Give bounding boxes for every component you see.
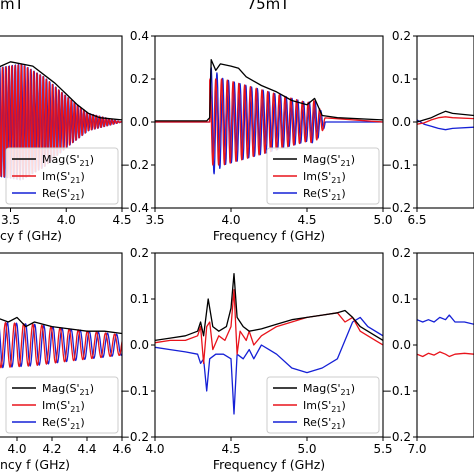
legend-label-re: Re(S'21): [303, 187, 346, 202]
series-group: [0, 316, 122, 369]
series-line-re: [417, 119, 474, 131]
y-tick-label: 0.0: [392, 338, 411, 352]
series-group: [155, 273, 383, 415]
legend-label-mag: Mag(S'21): [42, 382, 94, 397]
series-group: [417, 110, 474, 131]
x-tick-label: 5.0: [297, 442, 316, 456]
legend-label-mag: Mag(S'21): [303, 382, 355, 397]
plot-frame: [0, 252, 123, 438]
series-line-im: [417, 351, 474, 358]
legend-box: [5, 376, 119, 434]
chart-panel-5: 4.0 4.5 5.0 5.5 0.2 0.1 0.0 −0.1 −0.2 Frequency f…: [120, 246, 393, 472]
series-line-re: [417, 314, 474, 325]
y-tick-label: 0.4: [130, 29, 149, 43]
y-tick-label: −0.4: [120, 201, 149, 215]
legend-label-im: Im(S'21): [303, 170, 346, 185]
series-line-re: [155, 316, 383, 415]
series-group: [155, 59, 383, 175]
x-tick-label: 3.5: [1, 213, 20, 227]
x-tick-label: 4.0: [145, 442, 164, 456]
y-tick-label: 0.1: [130, 292, 149, 306]
x-tick-label: 4.5: [297, 213, 316, 227]
y-tick-label: −0.2: [382, 430, 411, 444]
chart-panel-1: 3.5 4.0 4.5 cy f (GHz) Mag(S'21) Im(S'21) Re(S…: [0, 35, 132, 243]
x-tick-label: 5.5: [373, 442, 392, 456]
center-panel-title: 75mT: [247, 0, 291, 13]
y-tick-label: 0.2: [392, 246, 411, 260]
x-tick-label: 4.0: [221, 213, 240, 227]
legend-label-im: Im(S'21): [303, 399, 346, 414]
chart-panel-2: 3.5 4.0 4.5 5.0 0.4 0.2 0.0 −0.2 −0.4 Frequency f…: [120, 29, 393, 243]
x-tick-label: 7.0: [407, 442, 426, 456]
y-tick-label: 0.1: [392, 292, 411, 306]
y-tick-label: 0.0: [130, 338, 149, 352]
legend: Mag(S'21) Im(S'21) Re(S'21): [5, 147, 119, 205]
x-tick-label: 5.0: [373, 213, 392, 227]
series-line-im: [155, 289, 383, 365]
y-tick-label: −0.2: [382, 201, 411, 215]
y-tick-label: −0.1: [382, 158, 411, 172]
x-tick-label: 4.0: [57, 213, 76, 227]
panel-layer: 3.5 4.0 4.5 cy f (GHz) Mag(S'21) Im(S'21) Re(S…: [0, 29, 474, 472]
x-tick-label: 4.6: [112, 442, 131, 456]
series-line-mag: [155, 59, 383, 122]
x-tick-label: 4.5: [112, 213, 131, 227]
chart-panel-6: 7.0 0.2 0.1 0.0 −0.1 −0.2: [382, 246, 474, 456]
series-line-im: [155, 78, 383, 166]
legend-label-re: Re(S'21): [303, 416, 346, 431]
series-line-mag: [0, 316, 122, 335]
y-tick-label: 0.1: [392, 72, 411, 86]
series-line-im: [417, 116, 474, 125]
x-tick-label: 4.0: [7, 442, 26, 456]
legend-box: [266, 147, 380, 205]
chart-panel-4: 4.0 4.2 4.4 4.6 ncy f (GHz) Mag(S'21) Im(S'21)…: [0, 252, 132, 472]
legend: Mag(S'21) Im(S'21) Re(S'21): [266, 376, 380, 434]
y-tick-label: −0.1: [382, 384, 411, 398]
left-panel-title-fragment: mT: [0, 0, 25, 13]
y-tick-label: 0.0: [392, 115, 411, 129]
y-tick-label: −0.2: [120, 158, 149, 172]
series-line-mag: [155, 273, 383, 342]
x-tick-label: 4.2: [42, 442, 61, 456]
legend-label-im: Im(S'21): [42, 399, 85, 414]
x-axis-label: ncy f (GHz): [0, 457, 70, 472]
y-tick-label: 0.2: [130, 246, 149, 260]
legend-label-re: Re(S'21): [42, 416, 85, 431]
legend-label-mag: Mag(S'21): [42, 153, 94, 168]
legend-box: [266, 376, 380, 434]
legend-box: [5, 147, 119, 205]
series-line-im: [0, 321, 122, 369]
y-tick-label: 0.2: [130, 72, 149, 86]
x-axis-label: Frequency f (GHz): [213, 228, 325, 243]
x-tick-label: 4.5: [221, 442, 240, 456]
series-line-mag: [417, 110, 474, 123]
x-tick-label: 4.4: [77, 442, 96, 456]
x-axis-label: cy f (GHz): [0, 228, 62, 243]
chart-panel-3: 6.5 0.2 0.1 0.0 −0.1 −0.2: [382, 29, 474, 227]
legend: Mag(S'21) Im(S'21) Re(S'21): [266, 147, 380, 205]
y-tick-label: −0.2: [120, 430, 149, 444]
y-tick-label: 0.2: [392, 29, 411, 43]
series-group: [417, 314, 474, 358]
x-tick-label: 6.5: [407, 213, 426, 227]
x-tick-label: 3.5: [145, 213, 164, 227]
y-tick-label: 0.0: [130, 115, 149, 129]
legend: Mag(S'21) Im(S'21) Re(S'21): [5, 376, 119, 434]
plot-frame: [0, 35, 123, 209]
y-tick-label: −0.1: [120, 384, 149, 398]
legend-label-im: Im(S'21): [42, 170, 85, 185]
x-axis-label: Frequency f (GHz): [213, 457, 325, 472]
series-line-mag: [0, 61, 122, 121]
legend-label-mag: Mag(S'21): [303, 153, 355, 168]
series-line-re: [0, 322, 122, 369]
legend-label-re: Re(S'21): [42, 187, 85, 202]
